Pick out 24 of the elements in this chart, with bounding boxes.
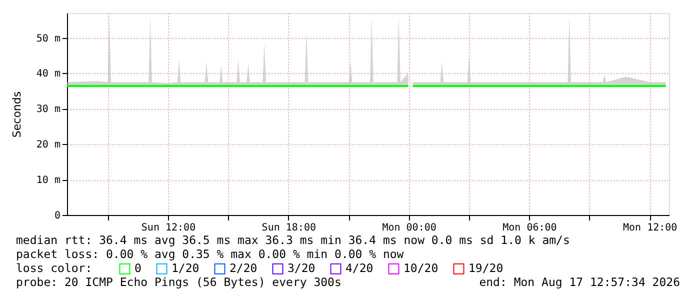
legend-title: loss color: [16, 261, 92, 275]
x-tick-label: Sun 18:00 [262, 222, 316, 234]
text: median rtt: 36.4 ms avg 36.5 ms max 36.3 ms min 36.4 ms now 0.0 ms sd 1.0 k am/s [16, 233, 570, 247]
y-axis-title: Seconds [10, 91, 24, 138]
y-tick-label: 20 m [36, 140, 60, 151]
y-tick-label: 40 m [36, 68, 60, 80]
y-tick-label: 30 m [36, 104, 60, 116]
x-tick-label: Mon 12:00 [623, 222, 678, 234]
legend-label: 0 [134, 260, 142, 275]
y-tick-label: 50 m [36, 33, 60, 44]
text: probe: 20 ICMP Echo Pings (56 Bytes) every 300s [16, 275, 342, 289]
x-tick-label: Mon 06:00 [502, 222, 557, 234]
x-tick-label: Sun 12:00 [141, 222, 196, 234]
legend-label: 2/20 [230, 260, 258, 275]
legend-label: 3/20 [288, 260, 316, 275]
y-tick-label: 0 [54, 210, 60, 222]
text: end: Mon Aug 17 12:57:34 2026 [479, 275, 680, 289]
legend-label: 1/20 [172, 260, 200, 275]
text: packet loss: 0.00 % avg 0.35 % max 0.00 % min 0.00 % now [16, 247, 404, 261]
y-tick-label: 10 m [36, 175, 60, 186]
legend-label: 10/20 [404, 260, 438, 275]
legend-label: 4/20 [346, 260, 374, 275]
x-tick-label: Mon 00:00 [382, 222, 436, 234]
legend-label: 19/20 [468, 260, 504, 275]
